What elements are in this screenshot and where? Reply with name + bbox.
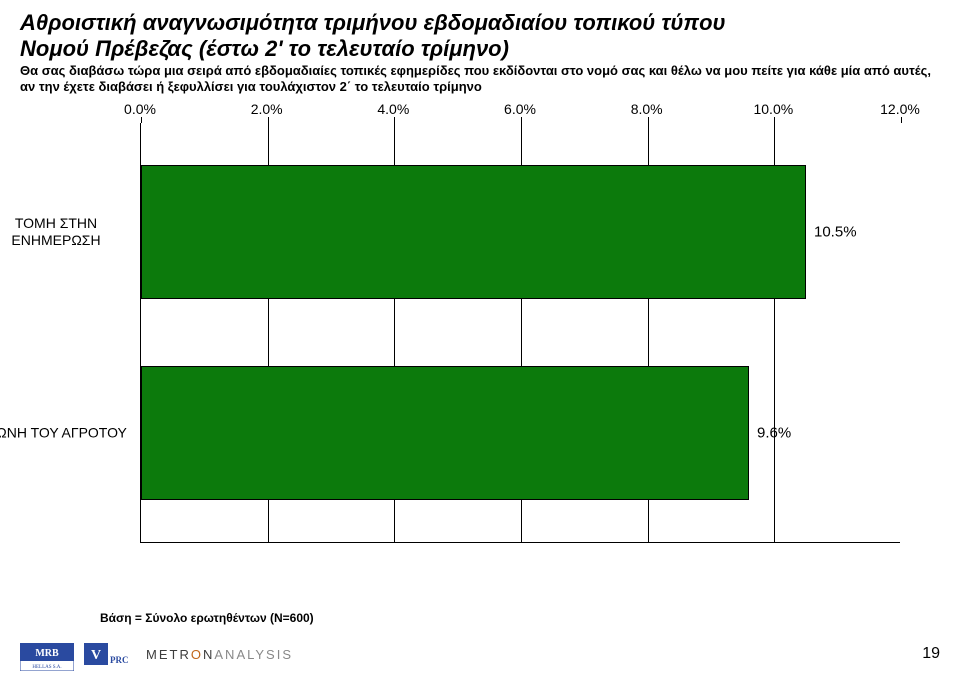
bar: [141, 366, 749, 500]
x-tick: [141, 117, 142, 123]
page-number: 19: [922, 645, 940, 663]
category-label: ΦΩΝΗ ΤΟΥ ΑΓΡΟΤΟΥ: [0, 425, 141, 442]
plot-area: ΤΟΜΗ ΣΤΗΝ ΕΝΗΜΕΡΩΣΗ10.5% ΦΩΝΗ ΤΟΥ ΑΓΡΟΤΟΥ…: [140, 123, 900, 543]
x-tick-label: 6.0%: [504, 101, 536, 117]
bar-row: ΤΟΜΗ ΣΤΗΝ ΕΝΗΜΕΡΩΣΗ10.5%: [141, 165, 900, 299]
page-title: Αθροιστική αναγνωσιμότητα τριμήνου εβδομ…: [20, 10, 940, 63]
category-label: ΤΟΜΗ ΣΤΗΝ ΕΝΗΜΕΡΩΣΗ: [0, 215, 141, 249]
logo-vprc: V PRC: [84, 643, 138, 676]
logo-metron: METRONANALYSIS: [146, 647, 293, 662]
subtitle-text: Θα σας διαβάσω τώρα μια σειρά από εβδομα…: [20, 63, 931, 94]
title-line-2: Νομού Πρέβεζας (έστω 2' το τελευταίο τρί…: [20, 36, 509, 61]
x-tick-label: 8.0%: [631, 101, 663, 117]
bar-value-label: 10.5%: [806, 224, 857, 241]
logo-mrb: MRB HELLAS S.A.: [20, 643, 74, 676]
x-tick-label: 0.0%: [124, 101, 156, 117]
title-line-1: Αθροιστική αναγνωσιμότητα τριμήνου εβδομ…: [20, 10, 726, 35]
page-subtitle: Θα σας διαβάσω τώρα μια σειρά από εβδομα…: [20, 63, 940, 96]
x-axis-labels: 0.0%2.0%4.0%6.0%8.0%10.0%12.0%: [140, 101, 900, 123]
bar-chart: 0.0%2.0%4.0%6.0%8.0%10.0%12.0% ΤΟΜΗ ΣΤΗΝ…: [140, 101, 900, 543]
x-tick-label: 4.0%: [377, 101, 409, 117]
x-tick-label: 10.0%: [753, 101, 793, 117]
footer: MRB HELLAS S.A. V PRC METRONANALYSIS 19: [20, 641, 940, 673]
page-root: Αθροιστική αναγνωσιμότητα τριμήνου εβδομ…: [0, 0, 960, 683]
x-tick-label: 2.0%: [251, 101, 283, 117]
x-tick: [901, 117, 902, 123]
svg-text:MRB: MRB: [35, 648, 59, 659]
svg-text:PRC: PRC: [110, 655, 129, 665]
base-note: Βάση = Σύνολο ερωτηθέντων (Ν=600): [100, 611, 314, 625]
svg-text:V: V: [91, 648, 101, 663]
bar-row: ΦΩΝΗ ΤΟΥ ΑΓΡΟΤΟΥ9.6%: [141, 366, 900, 500]
base-note-text: Βάση = Σύνολο ερωτηθέντων (Ν=600): [100, 611, 314, 625]
svg-text:HELLAS S.A.: HELLAS S.A.: [32, 665, 61, 670]
bar-value-label: 9.6%: [749, 425, 791, 442]
x-tick-label: 12.0%: [880, 101, 920, 117]
bar: [141, 165, 806, 299]
